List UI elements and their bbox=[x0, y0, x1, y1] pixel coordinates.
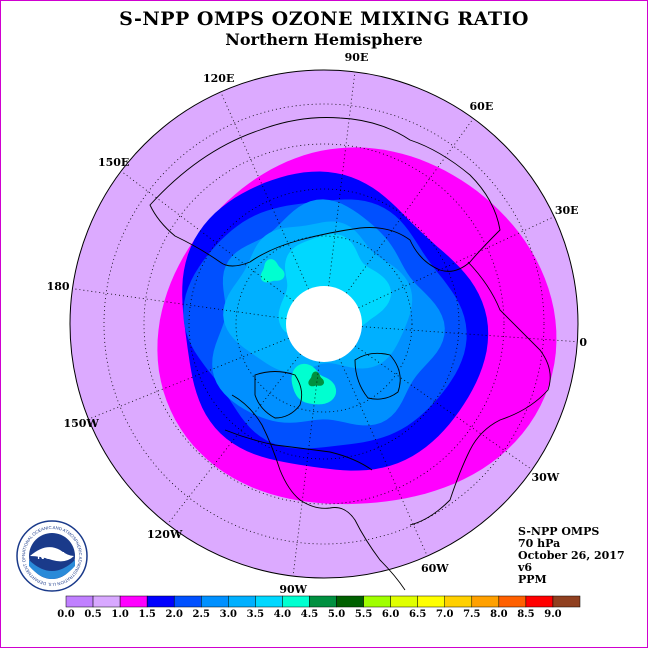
legend-swatch bbox=[552, 595, 581, 608]
legend-swatch bbox=[471, 595, 500, 608]
legend-swatch bbox=[309, 595, 337, 608]
legend-tick-label: 8.5 bbox=[517, 609, 535, 620]
lon-label: 30E bbox=[554, 203, 579, 217]
coastline-4 bbox=[254, 371, 303, 419]
legend-swatch bbox=[173, 595, 202, 608]
meridian-3 bbox=[358, 216, 555, 309]
legend-swatch bbox=[417, 595, 445, 608]
meridian-4 bbox=[361, 326, 578, 343]
legend-swatch bbox=[498, 595, 527, 608]
legend-swatch bbox=[282, 595, 310, 608]
info-date: October 26, 2017 bbox=[518, 549, 625, 562]
legend-tick-label: 7.0 bbox=[436, 609, 454, 620]
legend-tick-label: 4.0 bbox=[273, 609, 292, 620]
lon-label: 120E bbox=[202, 72, 235, 86]
legend-swatch bbox=[201, 595, 229, 608]
legend-swatch bbox=[444, 595, 473, 608]
legend-tick-label: 3.5 bbox=[246, 609, 265, 620]
legend-tick-label: 1.0 bbox=[111, 609, 129, 620]
legend-tick-label: 1.5 bbox=[138, 609, 156, 620]
info-block: S-NPP OMPS 70 hPa October 26, 2017 v6 PP… bbox=[518, 526, 625, 586]
lon-label: 0 bbox=[579, 335, 587, 349]
legend-tick-label: 7.5 bbox=[463, 609, 481, 620]
chart-title: S-NPP OMPS OZONE MIXING RATIO bbox=[119, 8, 529, 30]
info-instrument: S-NPP OMPS bbox=[518, 525, 600, 538]
legend-swatch bbox=[336, 595, 364, 608]
lon-label: 90E bbox=[344, 50, 369, 64]
legend-tick-label: 0.5 bbox=[84, 609, 102, 620]
legend-swatch bbox=[525, 595, 554, 608]
meridian-6 bbox=[339, 358, 428, 557]
coastline-3 bbox=[231, 394, 406, 591]
legend-swatch bbox=[390, 595, 418, 608]
coastline-6 bbox=[224, 429, 373, 471]
meridian-2 bbox=[346, 118, 474, 294]
parallel-3 bbox=[143, 143, 505, 505]
noaa-logo-icon: NOAA NATIONAL OCEANIC AND ATMOSPHERIC AD… bbox=[16, 520, 88, 592]
legend-tick-label: 9.0 bbox=[544, 609, 562, 620]
legend-swatch bbox=[65, 595, 94, 608]
parallel-2 bbox=[188, 188, 460, 460]
legend-tick-label: 8.0 bbox=[490, 609, 508, 620]
lon-label: 60W bbox=[421, 561, 449, 575]
coastline-5 bbox=[354, 352, 401, 400]
coastline-2 bbox=[409, 261, 551, 526]
meridian-9 bbox=[88, 337, 289, 420]
parallel-1 bbox=[235, 235, 413, 413]
chart-subtitle: Northern Hemisphere bbox=[225, 30, 423, 49]
meridian-10 bbox=[72, 288, 287, 320]
lon-label: 60E bbox=[469, 100, 494, 114]
coastline-1 bbox=[149, 117, 501, 272]
meridian-5 bbox=[354, 345, 533, 471]
legend-swatch bbox=[119, 595, 148, 608]
legend-swatch bbox=[228, 595, 256, 608]
meridian-12 bbox=[220, 91, 309, 290]
legend-tick-label: 0.0 bbox=[57, 609, 75, 620]
meridian-7 bbox=[292, 361, 320, 577]
lon-label: 120W bbox=[147, 528, 183, 542]
info-version: v6 bbox=[518, 561, 533, 574]
spot-green-canada bbox=[308, 371, 324, 387]
lon-label: 180 bbox=[46, 279, 70, 293]
legend-swatch bbox=[146, 595, 175, 608]
meridian-8 bbox=[167, 353, 301, 525]
info-level: 70 hPa bbox=[518, 537, 561, 550]
spot-teal-siberia bbox=[260, 259, 285, 283]
lon-label: 30W bbox=[531, 470, 560, 484]
meridian-11 bbox=[120, 170, 294, 302]
lon-label: 150W bbox=[63, 417, 99, 431]
svg-text:NOAA: NOAA bbox=[37, 551, 66, 562]
legend-swatch bbox=[92, 595, 121, 608]
legend-tick-label: 6.0 bbox=[381, 609, 400, 620]
polar-no-data bbox=[286, 286, 362, 362]
legend-tick-label: 4.5 bbox=[300, 609, 319, 620]
parallel-4 bbox=[103, 103, 545, 545]
legend-swatch bbox=[363, 595, 391, 608]
legend-tick-label: 6.5 bbox=[408, 609, 427, 620]
legend-tick-label: 5.0 bbox=[327, 609, 346, 620]
legend-tick-label: 2.5 bbox=[192, 609, 210, 620]
lon-label: 90W bbox=[279, 583, 307, 596]
meridian-1 bbox=[328, 71, 356, 287]
legend-swatch bbox=[255, 595, 283, 608]
lon-label: 150E bbox=[97, 155, 130, 169]
legend-tick-label: 3.0 bbox=[219, 609, 238, 620]
legend-tick-label: 2.0 bbox=[165, 609, 183, 620]
info-units: PPM bbox=[518, 573, 547, 586]
legend-tick-label: 5.5 bbox=[354, 609, 373, 620]
